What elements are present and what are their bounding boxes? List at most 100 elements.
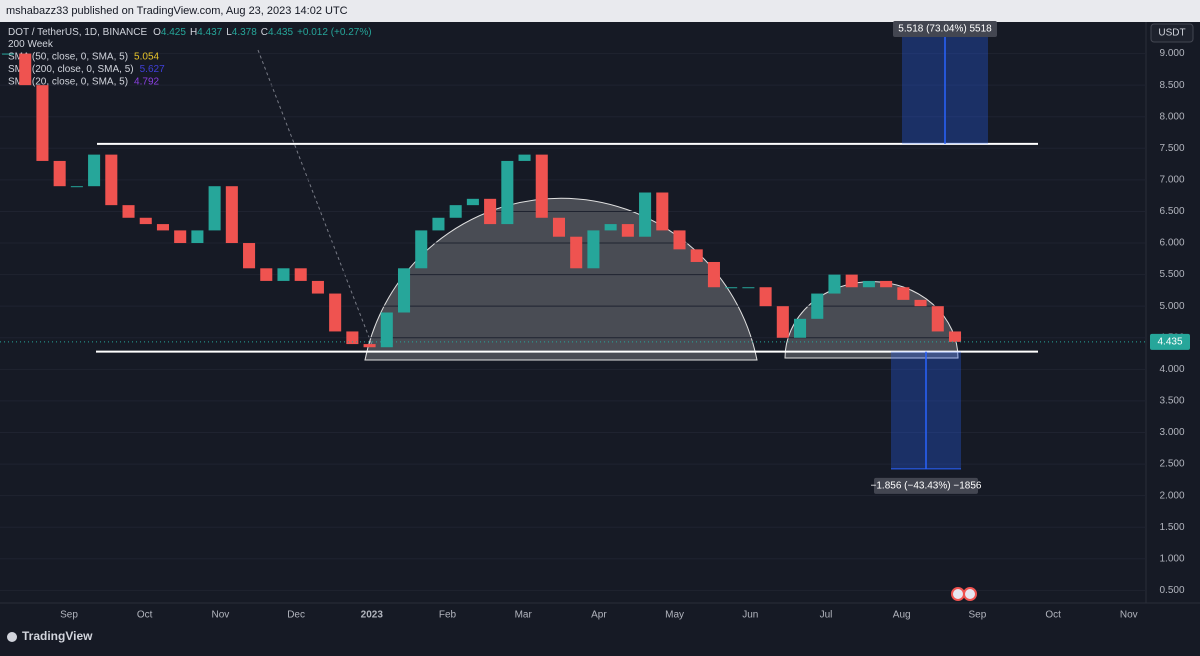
candle bbox=[1, 53, 15, 55]
price-tag: 4.435 bbox=[1157, 337, 1182, 348]
c-label: C bbox=[261, 27, 268, 38]
currency-box[interactable] bbox=[1150, 23, 1194, 43]
h-label: H bbox=[190, 27, 197, 38]
c: 4.435 bbox=[268, 27, 293, 38]
price-tag-box bbox=[1150, 333, 1190, 350]
y-tick-label: 7.000 bbox=[1159, 175, 1184, 186]
candle bbox=[174, 230, 187, 244]
published: mshabazz33 published on TradingView.com,… bbox=[6, 5, 348, 17]
candle bbox=[88, 154, 101, 187]
y-tick-label: 2.000 bbox=[1159, 490, 1184, 501]
footer: TradingView bbox=[22, 629, 93, 643]
candle bbox=[208, 186, 221, 231]
x-tick-label: Oct bbox=[137, 610, 153, 621]
x-tick-label: Apr bbox=[591, 610, 607, 621]
candle bbox=[501, 160, 514, 225]
candle bbox=[70, 186, 83, 188]
currency: USDT bbox=[1158, 28, 1185, 39]
measure-label-box bbox=[874, 477, 978, 494]
x-tick-label: Dec bbox=[287, 610, 305, 621]
candle bbox=[535, 154, 548, 218]
candle bbox=[759, 287, 772, 307]
candle bbox=[380, 312, 393, 348]
x-tick-label: Jul bbox=[820, 610, 833, 621]
candle bbox=[552, 217, 566, 237]
y-tick-label: 9.000 bbox=[1159, 48, 1184, 59]
candle bbox=[243, 243, 256, 269]
x-tick-label: Nov bbox=[1120, 610, 1138, 621]
candle bbox=[673, 230, 686, 250]
legend-text: SMA (50, close, 0, SMA, 5) bbox=[8, 51, 128, 62]
legend-entry: SMA (20, close, 0, SMA, 5) 4.792 bbox=[8, 76, 160, 87]
candle bbox=[139, 217, 152, 225]
candle bbox=[19, 53, 32, 86]
event-icon[interactable] bbox=[951, 587, 965, 601]
candle bbox=[518, 154, 531, 161]
y-tick-label: 5.500 bbox=[1159, 269, 1184, 280]
candle bbox=[880, 280, 893, 288]
candle bbox=[742, 287, 755, 289]
candle bbox=[449, 205, 462, 218]
marks: 0.500 1.000 1.500 2.000 2.500 3.000 3.500 4.000… bbox=[0, 21, 1190, 621]
candle bbox=[484, 198, 497, 225]
y-tick-label: 6.000 bbox=[1159, 238, 1184, 249]
legend-text: SMA (20, close, 0, SMA, 5) bbox=[8, 76, 128, 87]
candle bbox=[105, 154, 118, 206]
event-icon[interactable] bbox=[963, 587, 977, 601]
candle bbox=[914, 299, 927, 307]
candle bbox=[931, 306, 944, 332]
candle bbox=[707, 261, 720, 288]
measure-label: −1.856 (−43.43%) −1856 bbox=[871, 481, 982, 492]
candle bbox=[570, 236, 583, 269]
y-tick-label: 8.000 bbox=[1159, 111, 1184, 122]
y-tick-label: 6.500 bbox=[1159, 206, 1184, 217]
candle bbox=[466, 198, 479, 206]
legend-entry: SMA (200, close, 0, SMA, 5) 5.627 bbox=[8, 64, 165, 75]
candle bbox=[794, 318, 807, 338]
candle bbox=[346, 331, 359, 345]
candle bbox=[311, 280, 324, 294]
y-tick-label: 1.500 bbox=[1159, 522, 1184, 533]
legend-entry: SMA (50, close, 0, SMA, 5) 5.054 bbox=[8, 51, 160, 62]
candle bbox=[36, 85, 49, 161]
candle bbox=[260, 268, 273, 281]
top-bar bbox=[0, 0, 1200, 22]
x-tick-label: Feb bbox=[439, 610, 457, 621]
measure-label-box bbox=[893, 21, 997, 37]
x-tick-label: 2023 bbox=[361, 610, 384, 621]
candle bbox=[191, 230, 204, 244]
o: 4.425 bbox=[161, 27, 186, 38]
candle bbox=[415, 230, 428, 269]
x-tick-label: May bbox=[665, 610, 684, 621]
l: 4.378 bbox=[232, 27, 257, 38]
legend-value: 4.792 bbox=[134, 76, 159, 87]
legend-value: 5.627 bbox=[140, 64, 165, 75]
candle bbox=[53, 160, 66, 187]
legend-text: SMA (200, close, 0, SMA, 5) bbox=[8, 64, 134, 75]
candle bbox=[122, 205, 135, 218]
legend-value: 5.054 bbox=[134, 51, 159, 62]
o-label: O bbox=[153, 27, 161, 38]
x-tick-label: Mar bbox=[515, 610, 533, 621]
x-tick-label: Aug bbox=[893, 610, 911, 621]
legend-text: 200 Week bbox=[8, 39, 54, 50]
x-tick-label: Sep bbox=[60, 610, 78, 621]
candle bbox=[639, 192, 652, 237]
footer-bar bbox=[0, 623, 1200, 651]
y-tick-label: 5.000 bbox=[1159, 301, 1184, 312]
candle bbox=[225, 186, 238, 244]
candle bbox=[725, 287, 738, 289]
x-tick-label: Jun bbox=[742, 610, 758, 621]
candle bbox=[948, 331, 962, 342]
candle bbox=[690, 249, 703, 262]
y-tick-label: 7.500 bbox=[1159, 143, 1184, 154]
change: +0.012 (+0.27%) bbox=[297, 27, 372, 38]
candle bbox=[432, 217, 445, 231]
candle bbox=[277, 268, 290, 281]
x-tick-label: Sep bbox=[969, 610, 987, 621]
y-tick-label: 4.000 bbox=[1159, 364, 1184, 375]
candle bbox=[862, 280, 875, 288]
candle bbox=[294, 268, 307, 281]
y-tick-label: 0.500 bbox=[1159, 585, 1184, 596]
